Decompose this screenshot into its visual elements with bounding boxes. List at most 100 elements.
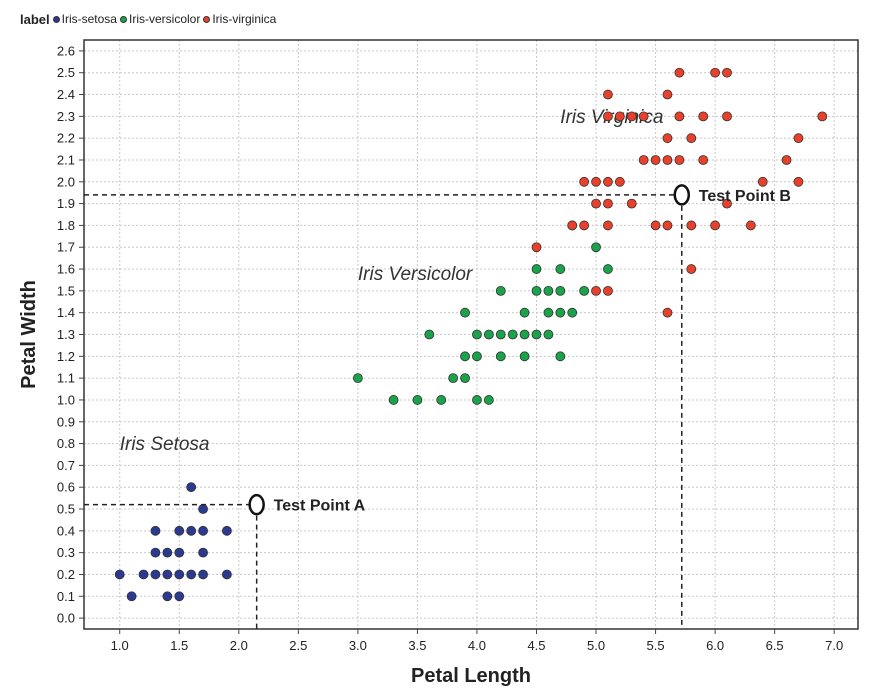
y-tick-label: 1.5 bbox=[57, 283, 75, 298]
data-point bbox=[186, 482, 197, 493]
data-point bbox=[531, 285, 542, 296]
legend-item-virginica: Iris-virginica bbox=[203, 12, 276, 26]
data-point bbox=[674, 111, 685, 122]
data-point bbox=[745, 220, 756, 231]
data-point bbox=[186, 569, 197, 580]
data-point bbox=[114, 569, 125, 580]
data-point bbox=[591, 285, 601, 296]
x-tick-label: 3.5 bbox=[408, 638, 426, 653]
x-tick-label: 6.0 bbox=[706, 638, 724, 653]
y-tick-label: 2.2 bbox=[57, 131, 75, 146]
data-point bbox=[793, 133, 804, 144]
data-point bbox=[674, 155, 685, 165]
data-point bbox=[757, 176, 768, 187]
legend-label-virginica: Iris-virginica bbox=[212, 12, 277, 26]
data-point bbox=[579, 285, 590, 296]
x-tick-label: 3.0 bbox=[349, 638, 367, 653]
data-point bbox=[436, 395, 447, 405]
data-point bbox=[174, 547, 185, 558]
data-point bbox=[543, 285, 554, 296]
data-point bbox=[650, 220, 661, 231]
test-point-marker bbox=[248, 493, 265, 516]
data-point bbox=[150, 547, 161, 558]
y-tick-label: 2.5 bbox=[57, 65, 75, 80]
data-point bbox=[531, 329, 542, 340]
data-point bbox=[603, 89, 613, 100]
y-tick-label: 0.3 bbox=[57, 545, 75, 560]
data-point bbox=[519, 351, 530, 362]
data-point bbox=[448, 373, 459, 384]
y-tick-label: 2.4 bbox=[57, 87, 75, 102]
data-point bbox=[793, 176, 804, 187]
data-point bbox=[483, 395, 494, 405]
data-point bbox=[662, 133, 673, 144]
test-point-label: Test Point B bbox=[699, 188, 791, 205]
x-tick-label: 2.5 bbox=[289, 638, 307, 653]
data-point bbox=[352, 373, 363, 384]
data-point bbox=[221, 569, 232, 580]
y-tick-label: 2.1 bbox=[57, 152, 75, 167]
data-point bbox=[603, 111, 613, 122]
test-point-marker bbox=[673, 184, 691, 206]
x-tick-label: 4.5 bbox=[527, 638, 545, 653]
y-tick-label: 1.4 bbox=[57, 305, 75, 320]
y-tick-label: 1.3 bbox=[57, 327, 75, 342]
data-point bbox=[162, 569, 173, 580]
y-tick-label: 0.1 bbox=[57, 589, 75, 604]
y-tick-label: 0.2 bbox=[57, 567, 75, 582]
y-tick-label: 0.5 bbox=[57, 502, 75, 517]
data-point bbox=[781, 155, 792, 165]
data-point bbox=[472, 395, 482, 405]
data-point bbox=[174, 525, 185, 536]
data-point bbox=[603, 198, 613, 209]
legend-item-versicolor: Iris-versicolor bbox=[119, 12, 201, 26]
data-point bbox=[460, 351, 470, 362]
data-point bbox=[722, 198, 732, 209]
data-point bbox=[555, 285, 566, 296]
data-point bbox=[162, 591, 173, 602]
data-point bbox=[722, 111, 732, 122]
data-point bbox=[686, 264, 697, 274]
data-point bbox=[495, 351, 506, 362]
x-tick-label: 4.0 bbox=[468, 638, 486, 653]
data-point bbox=[626, 198, 637, 209]
data-point bbox=[198, 547, 208, 558]
y-tick-label: 2.3 bbox=[57, 109, 75, 124]
data-point bbox=[603, 220, 613, 231]
data-point bbox=[162, 547, 173, 558]
legend-dot-versicolor bbox=[119, 15, 127, 23]
x-tick-label: 7.0 bbox=[825, 638, 843, 653]
data-point bbox=[198, 504, 208, 514]
data-point bbox=[424, 329, 435, 340]
data-point bbox=[567, 307, 578, 318]
data-point bbox=[686, 220, 697, 231]
x-tick-label: 5.0 bbox=[587, 638, 605, 653]
data-point bbox=[388, 395, 399, 405]
data-point bbox=[460, 307, 470, 318]
data-point bbox=[519, 307, 530, 318]
data-point bbox=[543, 329, 554, 340]
data-point bbox=[650, 155, 661, 165]
y-tick-label: 1.8 bbox=[57, 218, 75, 233]
data-point bbox=[472, 329, 482, 340]
y-tick-label: 2.0 bbox=[57, 174, 75, 189]
data-point bbox=[495, 329, 506, 340]
data-point bbox=[174, 591, 185, 602]
legend-dot-setosa bbox=[52, 15, 60, 23]
data-point bbox=[626, 111, 637, 122]
data-point bbox=[531, 264, 542, 274]
data-point bbox=[638, 155, 649, 165]
y-tick-label: 1.2 bbox=[57, 349, 75, 364]
y-tick-label: 1.7 bbox=[57, 240, 75, 255]
data-point bbox=[555, 351, 566, 362]
data-point bbox=[710, 67, 721, 78]
y-tick-label: 0.6 bbox=[57, 480, 75, 495]
y-tick-label: 1.6 bbox=[57, 262, 75, 277]
data-point bbox=[483, 329, 494, 340]
y-tick-label: 1.9 bbox=[57, 196, 75, 211]
data-point bbox=[138, 569, 149, 580]
y-tick-label: 2.6 bbox=[57, 43, 75, 58]
legend-label-versicolor: Iris-versicolor bbox=[128, 12, 201, 26]
data-point bbox=[579, 176, 590, 187]
